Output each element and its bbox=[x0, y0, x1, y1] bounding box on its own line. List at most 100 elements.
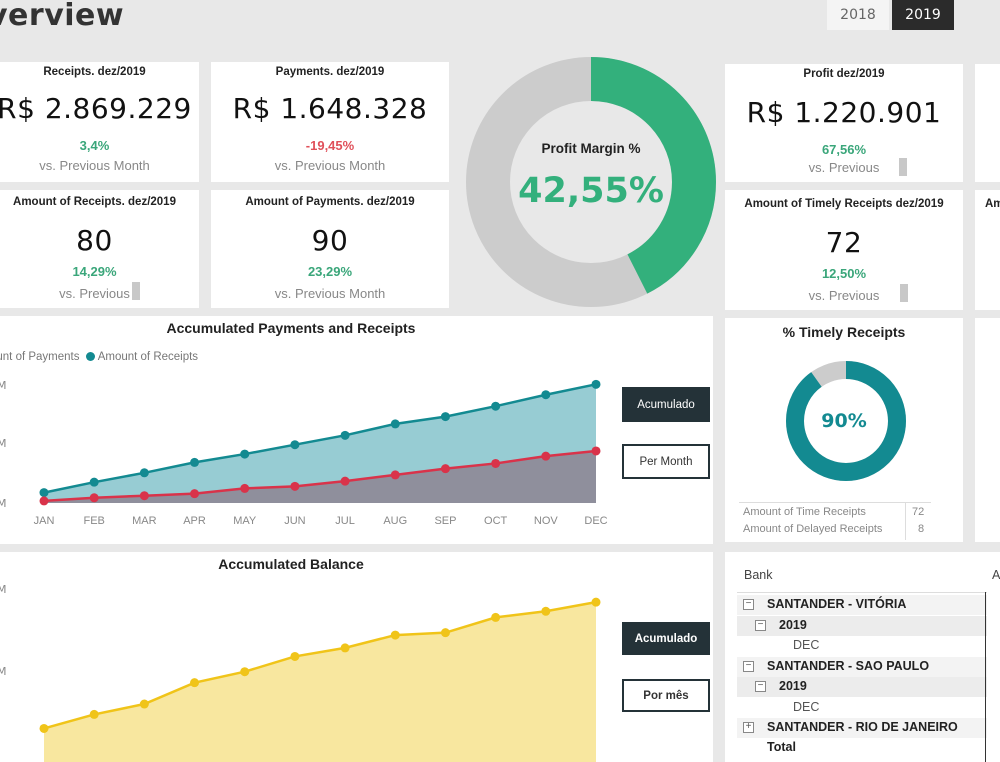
y-tick-label: 0M bbox=[0, 379, 7, 392]
data-point[interactable] bbox=[440, 464, 450, 474]
x-tick-label: MAY bbox=[233, 515, 257, 527]
partial-card bbox=[975, 318, 1000, 542]
collapse-icon[interactable]: − bbox=[743, 599, 754, 610]
data-point[interactable] bbox=[440, 412, 450, 422]
kpi-timely-receipts-compare: vs. Previous bbox=[808, 288, 880, 303]
data-point[interactable] bbox=[240, 483, 250, 493]
data-point[interactable] bbox=[39, 496, 49, 506]
table-row[interactable]: − SANTANDER - SAO PAULO bbox=[737, 657, 987, 677]
y-tick-label: 0M bbox=[0, 497, 7, 510]
kpi-profit-card: Profit dez/2019 R$ 1.220.901 67,56% vs. … bbox=[725, 64, 963, 182]
data-point[interactable] bbox=[591, 379, 601, 389]
data-point[interactable] bbox=[39, 488, 49, 498]
year-filter-2018[interactable]: 2018 bbox=[827, 0, 889, 30]
data-point[interactable] bbox=[240, 449, 250, 459]
table-row[interactable]: Total bbox=[737, 738, 987, 758]
collapse-icon[interactable]: − bbox=[755, 620, 766, 631]
year-filter-2019[interactable]: 2019 bbox=[892, 0, 954, 30]
profit-margin-label: Profit Margin % bbox=[541, 141, 641, 156]
table-row[interactable]: − SANTANDER - VITÓRIA bbox=[737, 595, 987, 615]
data-point[interactable] bbox=[139, 468, 149, 478]
table-cell: DEC bbox=[793, 700, 820, 714]
header-divider bbox=[737, 592, 987, 593]
table-row[interactable]: + SANTANDER - RIO DE JANEIRO bbox=[737, 718, 987, 738]
accumulated-payments-receipts-chart: JAN FEB MAR APR MAY JUN JUL AUG SEP OCT NOV DEC bbox=[34, 379, 608, 527]
kpi-profit-label: Profit dez/2019 bbox=[803, 68, 885, 80]
kpi-amount-receipts-value: 80 bbox=[76, 224, 113, 257]
table-cell: 2019 bbox=[779, 679, 807, 693]
data-point[interactable] bbox=[491, 458, 501, 468]
per-month-button[interactable]: Por mês bbox=[622, 679, 710, 712]
data-point[interactable] bbox=[591, 597, 601, 607]
kpi-receipts-compare: vs. Previous Month bbox=[39, 158, 150, 173]
table-row[interactable]: − 2019 bbox=[737, 616, 987, 636]
accumulated-balance-card: Accumulated Balance 0M 0M Acumulado Por … bbox=[0, 552, 713, 762]
series-area bbox=[44, 602, 596, 762]
data-point[interactable] bbox=[290, 481, 300, 491]
kpi-payments-value: R$ 1.648.328 bbox=[232, 92, 428, 125]
table-cell: SANTANDER - RIO DE JANEIRO bbox=[767, 720, 958, 734]
accumulated-button[interactable]: Acumulado bbox=[622, 387, 710, 422]
data-point[interactable] bbox=[541, 451, 551, 461]
data-point[interactable] bbox=[491, 401, 501, 411]
data-point[interactable] bbox=[190, 678, 200, 688]
kpi-amount-receipts-change: 14,29% bbox=[72, 264, 117, 279]
x-tick-label: APR bbox=[183, 515, 206, 527]
timely-title: % Timely Receipts bbox=[782, 324, 906, 340]
data-point[interactable] bbox=[390, 630, 400, 640]
data-point[interactable] bbox=[89, 709, 99, 719]
table-cell: 2019 bbox=[779, 618, 807, 632]
data-point[interactable] bbox=[89, 493, 99, 503]
data-point[interactable] bbox=[340, 430, 350, 440]
data-point[interactable] bbox=[39, 723, 49, 733]
table-row[interactable]: DEC bbox=[737, 636, 987, 656]
expand-icon[interactable]: + bbox=[743, 722, 754, 733]
x-tick-label: NOV bbox=[534, 515, 559, 527]
data-point[interactable] bbox=[190, 457, 200, 467]
timely-donut bbox=[786, 361, 906, 481]
data-point[interactable] bbox=[591, 446, 601, 456]
table-row[interactable]: − 2019 bbox=[737, 677, 987, 697]
kpi-amount-receipts-compare: vs. Previous bbox=[59, 286, 130, 301]
kpi-partial-label: Am bbox=[985, 198, 1000, 210]
timely-delayed-value: 8 bbox=[918, 523, 925, 535]
kpi-timely-receipts-card: Amount of Timely Receipts dez/2019 72 12… bbox=[725, 190, 963, 310]
series-line bbox=[43, 600, 597, 730]
kpi-payments-change: -19,45% bbox=[305, 138, 355, 153]
kpi-amount-receipts-label: Amount of Receipts. dez/2019 bbox=[13, 196, 176, 208]
legend-receipts-label: Amount of Receipts bbox=[97, 351, 199, 363]
kpi-partial-card: Am bbox=[975, 190, 1000, 310]
data-point[interactable] bbox=[290, 651, 300, 661]
data-point[interactable] bbox=[139, 699, 149, 709]
data-point[interactable] bbox=[89, 477, 99, 487]
data-point[interactable] bbox=[139, 491, 149, 501]
profit-margin-donut bbox=[466, 57, 716, 307]
table-row[interactable]: DEC bbox=[737, 698, 987, 718]
data-point[interactable] bbox=[541, 390, 551, 400]
data-point[interactable] bbox=[440, 628, 450, 638]
data-point[interactable] bbox=[290, 440, 300, 450]
data-point[interactable] bbox=[240, 667, 250, 677]
accumulated-button[interactable]: Acumulado bbox=[622, 622, 710, 655]
amount-column-header[interactable]: A bbox=[992, 568, 1000, 582]
series-line bbox=[43, 449, 597, 503]
data-point[interactable] bbox=[390, 470, 400, 480]
data-point[interactable] bbox=[491, 612, 501, 622]
data-point[interactable] bbox=[340, 476, 350, 486]
legend-payments-label: ount of Payments bbox=[0, 351, 80, 363]
kpi-timely-receipts-value: 72 bbox=[825, 226, 863, 259]
per-month-button[interactable]: Per Month bbox=[622, 444, 710, 479]
table-cell: SANTANDER - VITÓRIA bbox=[767, 597, 907, 611]
timely-value: 90% bbox=[821, 410, 867, 432]
collapse-icon[interactable]: − bbox=[755, 681, 766, 692]
bank-column-header[interactable]: Bank bbox=[744, 568, 773, 582]
data-point[interactable] bbox=[541, 606, 551, 616]
kpi-timely-receipts-label: Amount of Timely Receipts dez/2019 bbox=[744, 198, 944, 210]
data-point[interactable] bbox=[340, 643, 350, 653]
kpi-amount-payments-label: Amount of Payments. dez/2019 bbox=[245, 196, 415, 208]
data-point[interactable] bbox=[390, 419, 400, 429]
page-title: verview bbox=[0, 0, 125, 33]
collapse-icon[interactable]: − bbox=[743, 661, 754, 672]
y-tick-label: 0M bbox=[0, 665, 7, 678]
data-point[interactable] bbox=[190, 489, 200, 499]
